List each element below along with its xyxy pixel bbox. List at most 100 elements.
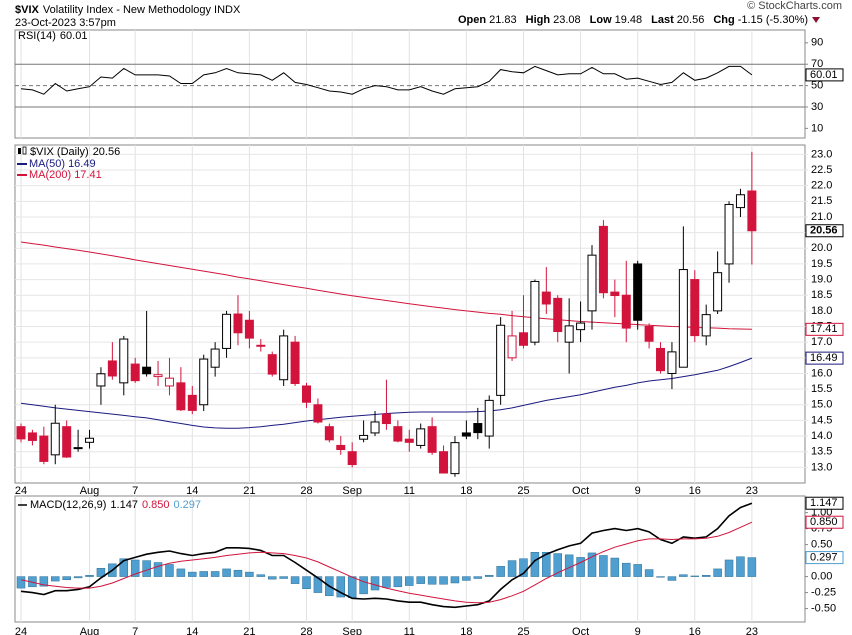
histogram-bar <box>679 574 688 577</box>
panel-frame <box>14 29 806 139</box>
candle-body <box>450 442 460 475</box>
y-tick-label: -0.25 <box>811 586 836 598</box>
last-value-box <box>805 68 844 82</box>
histogram-bar <box>359 576 368 595</box>
candle-body <box>724 203 734 265</box>
y-tick-label: 13.0 <box>811 461 832 473</box>
histogram-bar <box>85 575 94 577</box>
quote-label: High <box>526 14 551 26</box>
y-tick-label: 21.0 <box>811 211 832 223</box>
x-tick-label: 25 <box>517 626 529 635</box>
down-arrow <box>812 17 821 23</box>
histogram-bar <box>564 554 574 577</box>
histogram-bar <box>667 576 677 581</box>
histogram-bar <box>599 555 608 577</box>
legend-value: 16.49 <box>68 158 96 170</box>
histogram-bar <box>690 575 700 577</box>
x-tick-label: 16 <box>689 485 701 497</box>
legend-label: RSI(14) <box>18 30 56 42</box>
y-tick-label: 90 <box>811 37 823 49</box>
candle-body <box>336 444 346 451</box>
y-tick-label: 70 <box>811 58 823 70</box>
candle-body <box>279 335 289 381</box>
histogram-bar <box>188 571 197 577</box>
candle-body <box>541 291 551 305</box>
histogram-bar <box>553 553 562 577</box>
candle-body <box>370 421 380 434</box>
histogram-bar <box>16 576 26 589</box>
candle-body <box>176 382 186 411</box>
histogram-bar <box>439 576 448 585</box>
x-tick-label: 23 <box>746 626 758 635</box>
symbol: $VIX <box>15 4 40 16</box>
candle-body <box>735 194 745 209</box>
x-tick-label: 18 <box>460 485 472 497</box>
histogram-bar <box>405 576 414 586</box>
histogram-bar <box>496 566 505 577</box>
candle-body <box>576 322 586 331</box>
candle-body <box>244 319 254 339</box>
histogram-bar <box>736 556 745 577</box>
candle-body <box>153 374 163 378</box>
quote-value: 21.83 <box>489 14 517 26</box>
change-value: -1.15 (-5.30%) <box>738 14 808 26</box>
histogram-bar <box>210 571 220 577</box>
histogram-bar <box>313 576 323 593</box>
last-value: 0.850 <box>810 516 838 528</box>
histogram-bar <box>279 576 288 579</box>
candle-body <box>393 426 403 442</box>
histogram-bar <box>450 576 460 584</box>
candle-body <box>678 269 688 368</box>
x-tick-label: 11 <box>404 626 415 635</box>
legend-value: 0.850 <box>142 499 170 511</box>
legend-value: 17.41 <box>74 169 102 181</box>
histogram-bar <box>610 557 620 577</box>
last-value: 20.56 <box>810 225 838 237</box>
last-value-box <box>805 515 844 529</box>
x-tick-label: Oct <box>572 626 589 635</box>
y-tick-label: 15.5 <box>811 383 832 395</box>
histogram-bar <box>633 564 642 577</box>
candle-body <box>119 338 129 384</box>
candle-body <box>347 451 357 466</box>
y-tick-label: 0.00 <box>811 570 832 582</box>
macd-line <box>20 521 753 604</box>
x-tick-label: 9 <box>635 485 641 497</box>
x-tick-label: Oct <box>572 485 589 497</box>
candle-body <box>359 434 369 440</box>
x-tick-label: 24 <box>15 626 27 635</box>
histogram-bar <box>519 558 528 577</box>
candle-body <box>107 360 117 377</box>
quote-value: 20.56 <box>677 14 705 26</box>
x-tick-label: 14 <box>186 626 198 635</box>
candle-body <box>39 435 49 462</box>
candle-body <box>633 263 643 321</box>
quote-value: 19.48 <box>615 14 643 26</box>
candle-body <box>507 335 517 359</box>
histogram-bar <box>507 560 517 577</box>
histogram-bar <box>233 569 243 577</box>
x-tick-label: 16 <box>689 626 701 635</box>
candle-body <box>62 426 72 458</box>
candle-body <box>644 326 654 342</box>
x-tick-label: 23 <box>746 485 758 497</box>
x-tick-label: 9 <box>635 626 641 635</box>
y-tick-label: 18.5 <box>811 289 832 301</box>
candle-body <box>690 279 700 337</box>
candle-body <box>518 332 528 346</box>
candle-body <box>324 426 334 441</box>
histogram-bar <box>587 552 597 577</box>
last-value-box <box>805 351 844 365</box>
candle-body <box>142 366 152 375</box>
x-tick-label: Sep <box>342 485 362 497</box>
histogram-bar <box>62 576 71 581</box>
candle-body <box>302 385 311 403</box>
candle-body <box>701 314 711 337</box>
candle-body <box>404 438 414 443</box>
x-tick-label: Aug <box>80 626 100 635</box>
histogram-bar <box>747 557 757 577</box>
y-tick-label: 50 <box>811 80 823 92</box>
y-tick-label: 22.5 <box>811 164 832 176</box>
histogram-bar <box>119 558 129 577</box>
